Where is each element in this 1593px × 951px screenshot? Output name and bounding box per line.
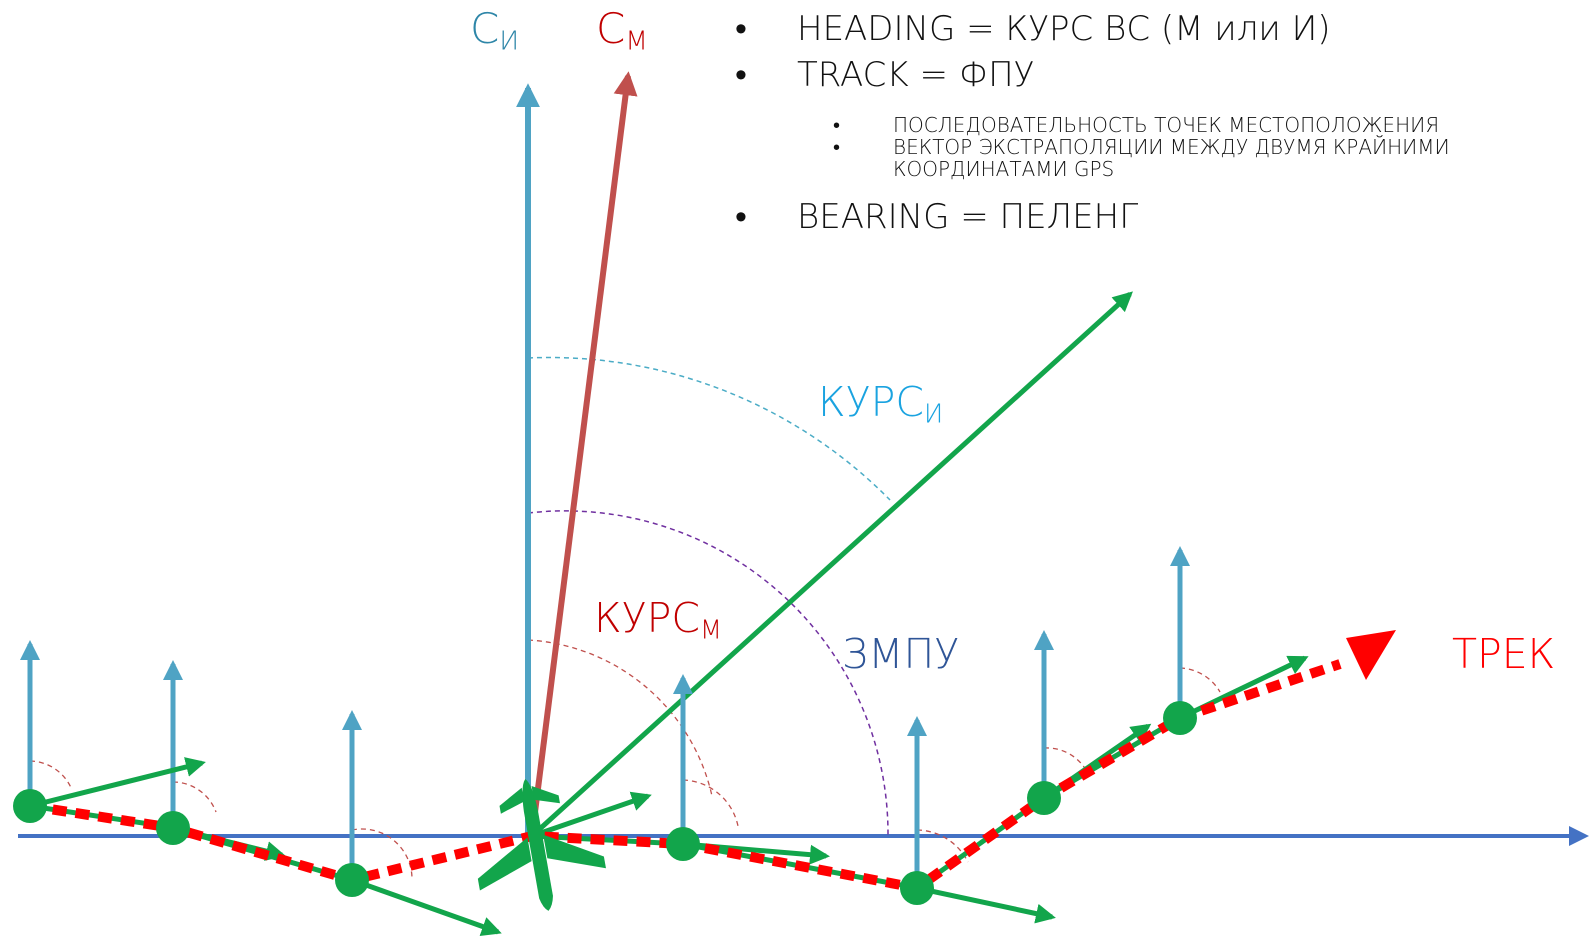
bearing-term: BEARING [797,197,950,237]
waypoint-dot [666,827,700,861]
waypoint-heading-vectors [29,655,1309,937]
heading-true-text: КУРС [818,378,924,426]
waypoint-dot [1027,781,1061,815]
track-subitem-1: ПОСЛЕДОВАТЕЛЬНОСТЬ ТОЧЕК МЕСТОПОЛОЖЕНИЯ [735,114,1593,136]
track-arrowhead [1346,630,1396,680]
waypoint-arc [29,760,73,791]
heading-mag-text: КУРС [594,594,700,642]
magnetic-north-axis [529,71,638,837]
true-north-label: СИ [470,4,519,57]
magnetic-north-label: СМ [596,4,648,57]
heading-definition: HEADING = КУРС ВС (М или И) [735,6,1593,52]
waypoint-arc [682,779,739,827]
heading-vector [530,291,1133,838]
heading-mag-subscript: М [699,614,722,645]
heading-term: HEADING [797,9,956,49]
heading-def: = КУРС ВС (М или И) [955,9,1331,49]
waypoint-heading-vector [1178,655,1309,721]
waypoint-dot [900,871,934,905]
waypoint-heading-vector [916,885,1056,924]
waypoints [13,701,1197,905]
waypoint-north-arrows [20,546,1190,888]
track-definition: TRACK = ФПУ [735,52,1593,98]
track-def: = ФПУ [908,55,1035,95]
magnetic-north-letter: С [596,4,626,53]
waypoint-heading-vector [29,757,206,809]
waypoint-dot [13,789,47,823]
true-north-letter: С [470,4,500,53]
waypoint-arc [1043,747,1087,771]
definitions-list: HEADING = КУРС ВС (М или И) TRACK = ФПУ … [735,6,1593,240]
waypoint-dot [1163,701,1197,735]
track-subitem-2: ВЕКТОР ЭКСТРАПОЛЯЦИИ МЕЖДУ ДВУМЯ КРАЙНИМ… [735,136,1593,158]
bearing-def: = ПЕЛЕНГ [949,197,1139,237]
waypoint-arc [351,828,413,879]
waypoint-arc [172,781,217,813]
heading-mag-label: КУРСМ [594,594,722,644]
heading-true-subscript: И [923,398,944,429]
bearing-definition: BEARING = ПЕЛЕНГ [735,194,1593,240]
waypoint-arc [1179,667,1221,693]
true-north-subscript: И [499,26,519,57]
waypoint-dot [335,863,369,897]
heading-true-label: КУРСИ [818,378,943,428]
waypoint-heading-vector [351,877,502,937]
waypoint-heading-vector [531,791,652,839]
magnetic-north-subscript: М [625,26,648,57]
track-term: TRACK [797,55,909,95]
track-label: ТРЕК [1452,630,1556,678]
airplane-icon [477,778,606,911]
zmpu-arc [527,510,889,837]
zmpu-label: ЗМПУ [842,630,960,678]
heading-mag-arc [527,639,713,797]
waypoint-dot [156,811,190,845]
heading-true-arc [527,356,891,501]
track-subitem-2-cont: КООРДИНАТАМИ GPS [893,157,1115,181]
